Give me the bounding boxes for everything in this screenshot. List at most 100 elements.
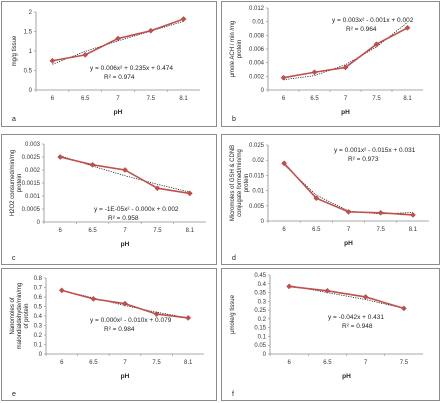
trendline-equation: y = 0.006x² + 0.235x + 0.474 (90, 65, 173, 72)
y-tick-label: 0.5 (34, 305, 43, 311)
x-tick-label: 6 (60, 360, 64, 366)
y-axis-label: μmole ACH / min /mg protein (230, 21, 243, 78)
r-squared-label: R² = 0.974 (104, 74, 135, 81)
y-tick-label: 1 (29, 49, 33, 55)
y-axis-label-line: protein (244, 174, 250, 192)
data-point (185, 315, 192, 321)
y-tick-label: 2 (29, 10, 33, 16)
y-tick-label: 0.7 (34, 286, 43, 292)
series-line (60, 156, 190, 195)
y-tick-label: 0.003 (25, 142, 41, 148)
data-point (122, 300, 128, 307)
x-tick-label: 7.5 (153, 228, 162, 234)
y-tick-label: 0.025 (249, 143, 265, 149)
x-tick-label: 7.5 (377, 227, 386, 233)
x-tick-label: 8.1 (403, 96, 412, 102)
panel-letter: f (232, 391, 234, 398)
y-tick-label: 0.3 (258, 299, 267, 305)
y-tick-label: 0 (261, 88, 265, 94)
chart-svg-c: 0 0.0005 0.001 0.0015 0.002 0.0025 0.003 6 6.5 7 7… (10, 142, 206, 262)
y-axis-label-line: protein (237, 40, 243, 58)
r-squared-label: R² = 0.948 (342, 323, 373, 330)
panel-letter: a (12, 116, 16, 123)
chart-svg-e: 0 0.1 0.2 0.3 0.4 0.5 0.6 0.7 0.8 6 6.5 7 7.5 8.1 y = … (10, 276, 204, 398)
y-tick-label: 0.4 (34, 314, 43, 320)
chart-svg-a: 0 0.5 1 1.5 2 6 6.5 7 7.5 8.1 y = 0.006x² + 0.235x… (12, 10, 200, 123)
y-tick-label: 0 (261, 219, 265, 225)
y-axis-label-line: protein (17, 174, 23, 192)
chart-panel-d: 0 0.005 0.01 0.015 0.02 0.025 6 6.5 7 7.5 8.1 y = 0… (221, 134, 440, 265)
y-tick-label: 0.005 (249, 204, 265, 210)
data-point (362, 294, 369, 300)
panel-letter: b (232, 116, 236, 123)
chart-panel-a: 0 0.5 1 1.5 2 6 6.5 7 7.5 8.1 y = 0.006x² + 0.235x… (1, 1, 217, 127)
data-point (90, 296, 97, 302)
y-tick-label: 0.1 (34, 343, 43, 349)
y-tick-label: 0.004 (249, 61, 265, 67)
y-tick-label: 0.012 (249, 6, 265, 12)
data-point (122, 167, 128, 173)
data-point (311, 69, 318, 76)
y-tick-label: 0.8 (34, 276, 43, 282)
y-axis-label: H2O2 consumed/min/mg protein (10, 150, 23, 216)
x-axis-label: pH (121, 241, 130, 248)
panel-letter: e (12, 391, 16, 398)
x-axis-label: pH (121, 373, 130, 380)
data-point (82, 52, 89, 58)
y-tick-label: 0.3 (34, 324, 43, 330)
trendline-equation: y = 0.003x² - 0.001x + 0.002 (332, 17, 414, 24)
y-tick-label: 0.5 (24, 69, 33, 75)
y-tick-label: 0.2 (258, 317, 267, 323)
x-tick-label: 6 (287, 360, 291, 366)
y-tick-label: 0.0015 (22, 181, 41, 187)
y-tick-label: 0.001 (25, 194, 41, 200)
x-tick-label: 8.1 (179, 96, 188, 102)
data-point (342, 64, 349, 71)
data-point (373, 41, 380, 48)
trendline-equation: y = -1E-05x² - 0.000x + 0.002 (94, 206, 179, 213)
data-point (281, 160, 287, 167)
y-tick-label: 0.01 (252, 20, 264, 26)
x-tick-label: 6 (51, 96, 55, 102)
x-axis-label: pH (341, 109, 350, 116)
x-tick-label: 6 (59, 228, 63, 234)
x-tick-label: 7.5 (400, 360, 409, 366)
x-tick-label: 7 (116, 96, 120, 102)
data-point (400, 305, 407, 312)
x-tick-label: 6 (282, 96, 286, 102)
data-point (286, 283, 293, 290)
data-point (186, 190, 193, 197)
y-axis-label: Nanomoles of malondialdehyde/min/mg of pro… (10, 283, 30, 350)
x-tick-label: 7.5 (147, 96, 156, 102)
y-axis-label: mg/g tissue (12, 35, 18, 66)
y-axis-label-line: μmole ACH / min /mg (230, 21, 236, 78)
y-tick-label: 0.35 (254, 291, 266, 297)
trendline (283, 164, 413, 215)
x-tick-label: 7 (364, 360, 368, 366)
y-tick-label: 0.006 (249, 47, 265, 53)
y-tick-label: 0.01 (252, 189, 264, 195)
y-axis-label-line: Nanomoles of (10, 297, 16, 334)
y-tick-label: 0.002 (249, 74, 265, 80)
y-tick-label: 0.008 (249, 33, 265, 39)
y-tick-label: 0 (29, 88, 33, 94)
x-tick-label: 8.1 (186, 228, 195, 234)
data-point (57, 154, 64, 160)
data-point (410, 212, 416, 218)
chart-svg-f: 0 0.05 0.1 0.15 0.2 0.25 0.3 0.35 0.4 0.45 6 6.5 7 7.… (230, 273, 423, 398)
x-tick-label: 6.5 (89, 360, 98, 366)
y-tick-label: 0 (39, 352, 43, 358)
r-squared-label: R² = 0.958 (108, 215, 139, 222)
x-tick-label: 6 (282, 227, 286, 233)
chart-svg-d: 0 0.005 0.01 0.015 0.02 0.025 6 6.5 7 7.5 8.1 y = 0… (230, 143, 429, 262)
y-tick-label: 0.0025 (22, 155, 41, 161)
y-tick-label: 0.002 (25, 168, 41, 174)
data-point (154, 185, 161, 192)
chart-panel-e: 0 0.1 0.2 0.3 0.4 0.5 0.6 0.7 0.8 6 6.5 7 7.5 8.1 y = … (1, 268, 217, 401)
panel-letter: c (12, 255, 16, 262)
y-tick-label: 0.6 (34, 295, 43, 301)
x-tick-label: 7 (123, 360, 127, 366)
x-tick-label: 6.5 (81, 96, 90, 102)
x-tick-label: 6.5 (88, 228, 97, 234)
